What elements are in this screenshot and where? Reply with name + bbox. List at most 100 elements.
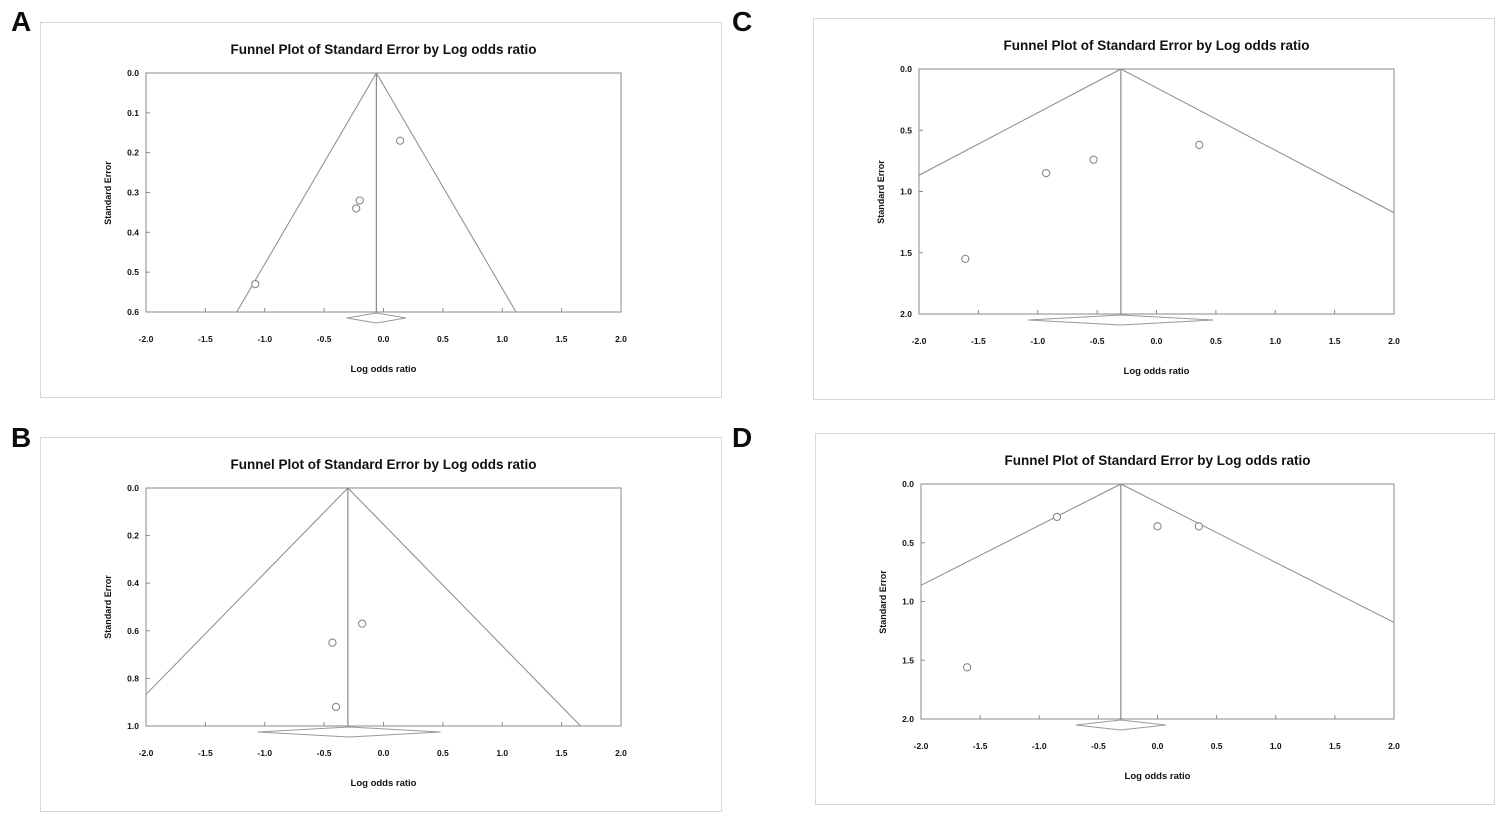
x-tick-label: -1.0 [1030,336,1045,346]
x-axis-title: Log odds ratio [350,778,417,789]
y-tick-label: 1.5 [900,248,912,258]
funnel-right-line [1120,68,1395,214]
funnel-plot-chart-a: 0.0 0.1 0.2 0.3 0.4 0.5 0.6 -2.0 -1.5 -1.0 -0.5 0.0… [41,23,721,397]
x-tick-label: -1.5 [971,336,986,346]
x-tick-label: 0.0 [378,334,390,344]
x-tick-label: 2.0 [615,334,627,344]
panel-label-a: A [11,6,32,37]
x-tick-label: -0.5 [317,748,332,758]
funnel-plot-panel-b: 0.0 0.2 0.4 0.6 0.8 1.0 -2.0 -1.5 -1.0 -0.5 0.0 0.5… [40,437,722,812]
x-tick-label: 1.0 [1270,741,1282,751]
pooled-diamond [346,312,407,324]
pooled-diamond [1028,314,1214,326]
x-tick-label: -1.0 [257,748,272,758]
x-tick-label: 2.0 [1388,741,1400,751]
panel-label-b: B [11,422,32,453]
x-axis-title: Log odds ratio [1123,366,1190,377]
chart-title: Funnel Plot of Standard Error by Log odd… [230,42,537,57]
x-tick-label: 2.0 [615,748,627,758]
chart-title: Funnel Plot of Standard Error by Log odd… [1003,38,1310,53]
funnel-plot-chart-d: 0.0 0.5 1.0 1.5 2.0 -2.0 -1.5 -1.0 -0.5 0.0 0.5 1.0… [816,434,1494,804]
data-point [1153,522,1162,531]
funnel-left-line [145,487,349,695]
y-tick-label: 0.8 [127,673,139,683]
data-point [1195,140,1204,150]
data-point [1052,512,1062,522]
x-tick-label: -2.0 [139,748,154,758]
funnel-plot-svg: 0.0 0.5 1.0 1.5 2.0 -2.0 -1.5 -1.0 -0.5 0.0 0.5 1.0… [902,479,1400,751]
x-tick-label: 0.5 [437,334,449,344]
x-tick-label: -2.0 [912,336,927,346]
y-axis-title: Standard Error [878,569,888,634]
x-tick-label: 0.0 [378,748,390,758]
funnel-plot-panel-c: 0.0 0.5 1.0 1.5 2.0 -2.0 -1.5 -1.0 -0.5 0.0 0.5 1.0… [813,18,1495,400]
funnel-plot-chart-c: 0.0 0.5 1.0 1.5 2.0 -2.0 -1.5 -1.0 -0.5 0.0 0.5 1.0… [814,19,1494,399]
y-axis-title: Standard Error [876,159,886,224]
x-axis-title: Log odds ratio [1124,771,1191,782]
x-tick-label: 1.5 [556,334,568,344]
x-tick-label: -1.5 [973,741,988,751]
x-tick-label: 0.5 [437,748,449,758]
plot-frame [145,72,622,313]
x-tick-label: 1.5 [556,748,568,758]
x-tick-label: 0.0 [1151,336,1163,346]
y-tick-label: 0.2 [127,148,139,158]
y-tick-label: 0.1 [127,108,139,118]
data-point [251,279,260,289]
x-axis-title: Log odds ratio [350,364,417,375]
x-tick-label: 1.5 [1329,336,1341,346]
funnel-plot-panel-a: 0.0 0.1 0.2 0.3 0.4 0.5 0.6 -2.0 -1.5 -1.0 -0.5 0.0… [40,22,722,398]
panel-label-c: C [732,6,753,37]
y-tick-label: 0.0 [127,483,139,493]
data-point [962,663,972,672]
x-tick-label: -1.0 [1032,741,1047,751]
y-tick-label: 0.6 [127,307,139,317]
data-point [1194,522,1204,531]
x-tick-label: -1.5 [198,748,213,758]
chart-title: Funnel Plot of Standard Error by Log odd… [1004,453,1311,468]
x-tick-label: -1.0 [257,334,272,344]
x-tick-label: 1.0 [496,748,508,758]
y-tick-label: 0.0 [900,64,912,74]
y-tick-label: 0.6 [127,626,139,636]
data-point [1089,155,1098,164]
funnel-plot-svg: 0.0 0.2 0.4 0.6 0.8 1.0 -2.0 -1.5 -1.0 -0.5 0.0 0.5… [127,483,627,758]
y-axis-title: Standard Error [103,160,113,225]
plot-frame [918,68,1395,315]
data-point [355,196,364,205]
data-point [395,136,405,145]
x-tick-label: 1.5 [1329,741,1341,751]
x-tick-label: 2.0 [1388,336,1400,346]
funnel-right-line [375,72,517,313]
y-tick-label: 2.0 [902,714,914,724]
y-tick-label: 0.5 [127,267,139,277]
data-point [961,254,970,264]
funnel-plot-panel-d: 0.0 0.5 1.0 1.5 2.0 -2.0 -1.5 -1.0 -0.5 0.0 0.5 1.0… [815,433,1495,805]
x-tick-label: -0.5 [1091,741,1106,751]
y-tick-label: 2.0 [900,309,912,319]
data-point [352,204,361,213]
x-tick-label: 1.0 [496,334,508,344]
y-tick-label: 1.5 [902,655,914,665]
data-point [331,702,341,712]
funnel-plot-chart-b: 0.0 0.2 0.4 0.6 0.8 1.0 -2.0 -1.5 -1.0 -0.5 0.0 0.5… [41,438,721,811]
x-tick-label: -2.0 [139,334,154,344]
y-tick-label: 0.4 [127,578,139,588]
plot-frame [920,483,1395,720]
chart-title: Funnel Plot of Standard Error by Log odd… [230,457,537,472]
funnel-plot-svg: 0.0 0.1 0.2 0.3 0.4 0.5 0.6 -2.0 -1.5 -1.0 -0.5 0.0… [127,68,627,344]
x-tick-label: -0.5 [1090,336,1105,346]
y-tick-label: 0.2 [127,531,139,541]
y-tick-label: 0.0 [902,479,914,489]
pooled-diamond [257,726,441,738]
x-tick-label: 0.0 [1152,741,1164,751]
funnel-left-line [236,72,377,313]
funnel-left-line [920,483,1122,586]
funnel-plot-svg: 0.0 0.5 1.0 1.5 2.0 -2.0 -1.5 -1.0 -0.5 0.0 0.5 1.0… [900,64,1400,346]
x-tick-label: 0.5 [1211,741,1223,751]
funnel-right-line [347,487,581,727]
panel-label-d: D [732,422,753,453]
x-tick-label: 0.5 [1210,336,1222,346]
x-tick-label: 1.0 [1269,336,1281,346]
